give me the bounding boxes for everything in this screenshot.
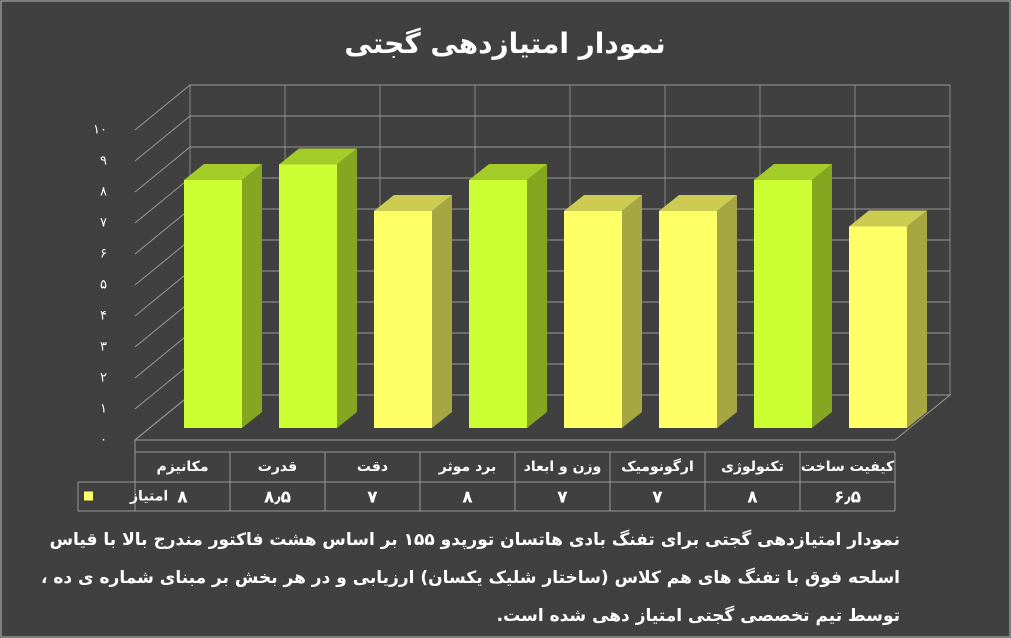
value-label: ۸ — [177, 488, 188, 508]
legend-label: امتیاز — [129, 489, 168, 505]
x-tick-label: دقت — [357, 459, 388, 475]
value-label: ۷ — [557, 488, 568, 508]
bar — [374, 211, 432, 428]
chart-title: نمودار امتیازدهی گجتی — [344, 27, 665, 60]
value-label: ۸ — [747, 488, 758, 508]
bar-top — [849, 210, 927, 227]
x-tick-label: کیفیت ساخت — [801, 459, 895, 475]
value-label: ۷ — [367, 488, 378, 508]
caption-line: اسلحه فوق با تفنگ های هم کلاس (ساختار شل… — [41, 567, 900, 588]
bar-side — [337, 148, 357, 428]
value-label: ۷ — [652, 488, 663, 508]
grid-line — [134, 84, 950, 131]
grid-line — [134, 115, 950, 162]
y-tick-label: ۵ — [100, 278, 107, 293]
x-tick-label: قدرت — [258, 459, 297, 475]
value-label: ۸٫۵ — [264, 488, 291, 508]
bar-side — [812, 164, 832, 428]
bar-top — [564, 195, 642, 211]
bar — [564, 211, 622, 428]
x-tick-label: تکنولوژی — [721, 459, 784, 475]
bar-side — [242, 164, 262, 428]
bar-top — [659, 195, 737, 211]
y-tick-label: ۰ — [100, 433, 107, 448]
grid-line — [134, 146, 950, 193]
bar-top — [374, 195, 452, 211]
bar — [184, 180, 242, 428]
y-tick-label: ۹ — [100, 154, 107, 169]
bar-side — [432, 195, 452, 428]
bar — [754, 180, 812, 428]
y-tick-label: ۳ — [100, 340, 107, 355]
bar-top — [279, 148, 357, 165]
bar — [849, 226, 907, 428]
y-tick-label: ۲ — [100, 371, 107, 386]
y-tick-label: ۱۰ — [93, 123, 107, 138]
legend-swatch — [84, 491, 93, 501]
bar-side — [717, 195, 737, 428]
bar-side — [527, 164, 547, 428]
x-tick-label: ارگونومیک — [621, 458, 694, 475]
bar-top — [184, 164, 262, 180]
y-tick-label: ۶ — [100, 247, 107, 262]
x-tick-label: وزن و ابعاد — [524, 459, 602, 475]
y-tick-label: ۴ — [100, 309, 107, 324]
bar — [469, 180, 527, 428]
y-tick-label: ۸ — [100, 185, 107, 200]
value-label: ۶٫۵ — [834, 488, 861, 508]
bar-side — [907, 210, 927, 428]
bar — [279, 164, 337, 428]
caption-line: نمودار امتیازدهی گجتی برای تفنگ بادی هات… — [50, 529, 900, 550]
y-tick-label: ۷ — [100, 216, 107, 231]
y-tick-label: ۱ — [100, 402, 107, 417]
value-label: ۸ — [462, 488, 473, 508]
bar-top — [754, 164, 832, 180]
bar — [659, 211, 717, 428]
x-tick-label: برد موثر — [438, 459, 496, 475]
caption-line: توسط تیم تخصصی گجتی امتیاز دهی شده است. — [497, 605, 900, 626]
bar-top — [469, 164, 547, 180]
bar-side — [622, 195, 642, 428]
x-tick-label: مکانیزم — [156, 459, 208, 475]
